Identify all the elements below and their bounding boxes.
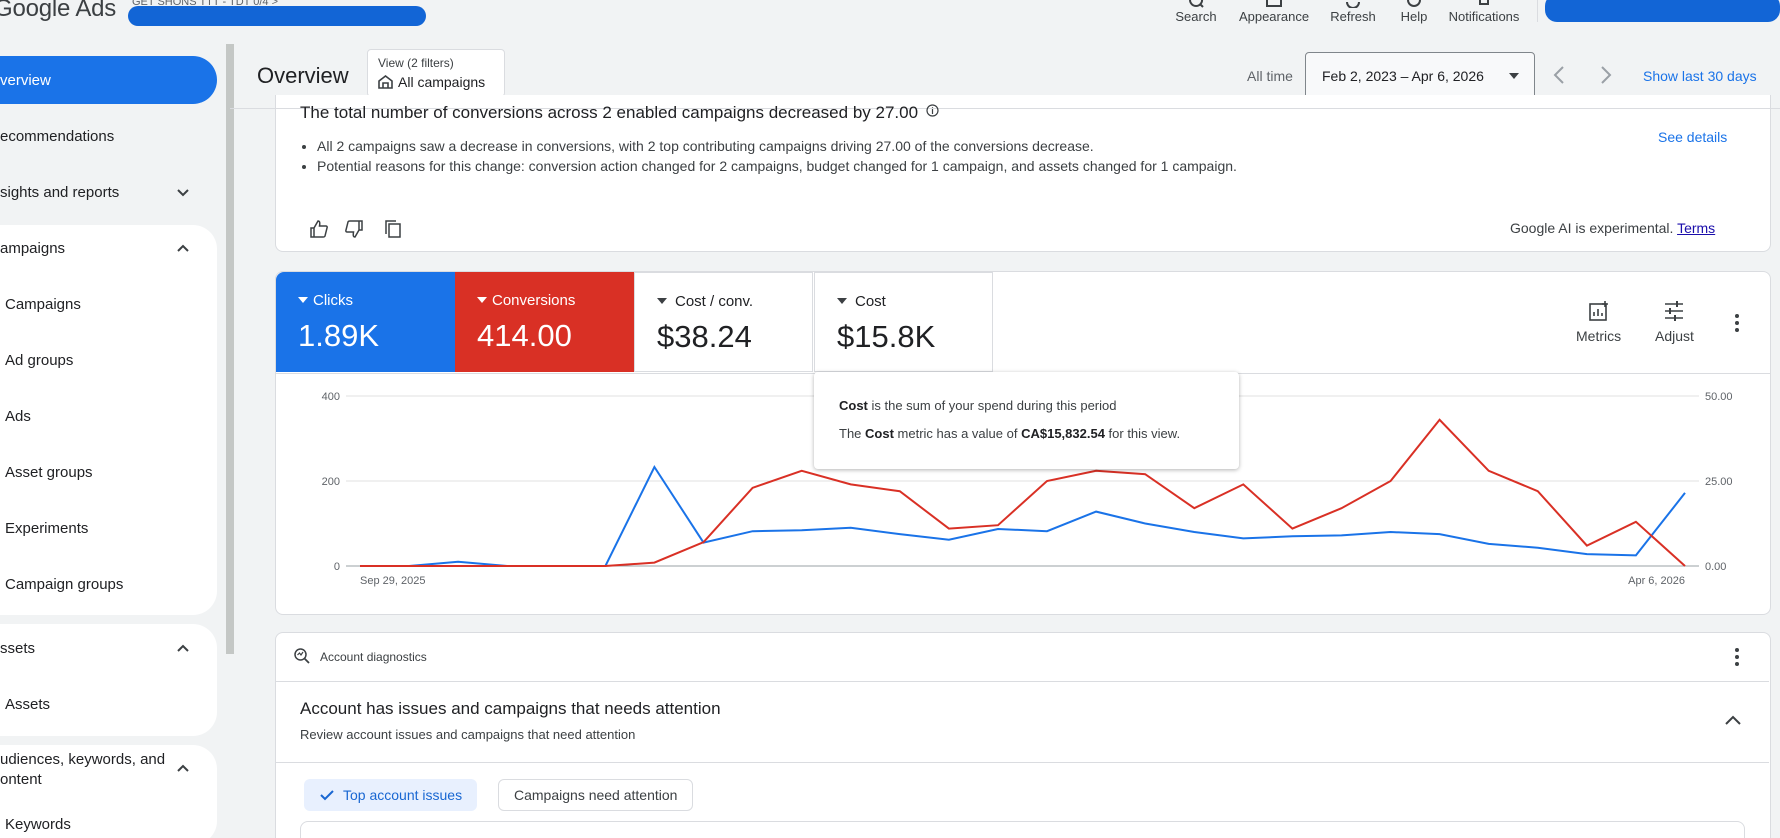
redaction-mark bbox=[128, 6, 426, 26]
issues-list-box bbox=[300, 821, 1745, 838]
x-axis-end-label: Apr 6, 2026 bbox=[1628, 575, 1685, 587]
tune-icon bbox=[1665, 301, 1684, 321]
date-preset-label: All time bbox=[1247, 68, 1293, 84]
metric-tile-clicks[interactable]: Clicks 1.89K bbox=[276, 272, 455, 372]
metric-tile-cost-per-conversion[interactable]: Cost / conv. $38.24 bbox=[634, 272, 813, 372]
view-filter-button[interactable]: View (2 filters) All campaigns bbox=[367, 49, 505, 97]
thumbs-down-icon[interactable] bbox=[344, 219, 364, 239]
series-line-conversions[interactable] bbox=[360, 418, 1686, 567]
help-icon bbox=[1407, 0, 1421, 7]
store-icon bbox=[378, 75, 393, 89]
chevron-left-icon[interactable] bbox=[1552, 64, 1566, 86]
y-right-tick-label: 0.00 bbox=[1705, 561, 1726, 573]
insight-bullets: All 2 campaigns saw a decrease in conver… bbox=[317, 138, 1237, 178]
diagnostics-divider bbox=[276, 681, 1769, 682]
notifications-button[interactable]: Notifications bbox=[1446, 0, 1522, 28]
nav-group-audiences bbox=[0, 745, 217, 838]
sidebar-item-recommendations[interactable]: ecommendations bbox=[0, 127, 115, 145]
x-axis-start-label: Sep 29, 2025 bbox=[360, 575, 425, 587]
chevron-up-icon[interactable] bbox=[175, 640, 191, 656]
sidebar-item-ad-groups[interactable]: Ad groups bbox=[5, 351, 74, 369]
chevron-up-icon[interactable] bbox=[1724, 713, 1742, 727]
appearance-icon bbox=[1266, 0, 1282, 7]
metric-tile-conversions[interactable]: Conversions 414.00 bbox=[455, 272, 634, 372]
search-icon bbox=[1189, 0, 1204, 8]
sidebar-item-campaigns-group[interactable]: ampaigns bbox=[0, 224, 217, 272]
diagnostics-title: Account has issues and campaigns that ne… bbox=[300, 699, 721, 718]
more-vert-icon[interactable] bbox=[1734, 313, 1740, 333]
appearance-button[interactable]: Appearance bbox=[1236, 0, 1312, 28]
nav-group-assets bbox=[0, 624, 217, 736]
sidebar-item-insights-reports[interactable]: sights and reports bbox=[0, 168, 217, 216]
sidebar-item-audiences-keywords[interactable]: udiences, keywords, and ontent bbox=[0, 744, 217, 792]
adjust-button[interactable]: Adjust bbox=[1655, 300, 1694, 344]
diagnostics-divider bbox=[276, 762, 1769, 763]
sidebar-item-ads[interactable]: Ads bbox=[5, 407, 31, 425]
chip-campaigns-need-attention[interactable]: Campaigns need attention bbox=[498, 779, 694, 811]
show-last-30-days-link[interactable]: Show last 30 days bbox=[1643, 68, 1757, 84]
ai-disclaimer: Google AI is experimental. Terms bbox=[1510, 220, 1716, 236]
sidebar-item-overview[interactable]: verview bbox=[0, 56, 217, 104]
page-title: Overview bbox=[257, 63, 349, 88]
metrics-chart-icon bbox=[1588, 301, 1608, 321]
insight-bullet: All 2 campaigns saw a decrease in conver… bbox=[317, 138, 1237, 154]
chevron-up-icon[interactable] bbox=[175, 240, 191, 256]
account-line[interactable]: GET SHONS TTT - TDT 0/4 > bbox=[132, 0, 278, 8]
sidebar-item-asset-groups[interactable]: Asset groups bbox=[5, 463, 93, 481]
help-button[interactable]: Help bbox=[1396, 0, 1432, 28]
bell-icon bbox=[1479, 0, 1489, 5]
date-range-value: Feb 2, 2023 – Apr 6, 2026 bbox=[1322, 68, 1484, 84]
view-filter-value: All campaigns bbox=[398, 74, 486, 90]
sidebar-item-keywords[interactable]: Keywords bbox=[5, 816, 71, 833]
top-divider bbox=[1537, 0, 1538, 22]
series-line-clicks[interactable] bbox=[360, 464, 1686, 567]
metrics-button[interactable]: Metrics bbox=[1576, 300, 1621, 344]
refresh-button[interactable]: Refresh bbox=[1328, 0, 1378, 28]
nav-group-campaigns bbox=[0, 225, 217, 615]
y-right-tick-label: 50.00 bbox=[1705, 391, 1733, 403]
more-vert-icon[interactable] bbox=[1734, 647, 1740, 667]
check-icon bbox=[320, 790, 334, 801]
chevron-down-icon[interactable] bbox=[175, 184, 191, 200]
dropdown-arrow-icon bbox=[837, 298, 847, 304]
diagnostics-icon bbox=[294, 648, 310, 664]
google-ads-logo[interactable]: Google Ads bbox=[0, 0, 117, 22]
date-range-picker[interactable]: Feb 2, 2023 – Apr 6, 2026 bbox=[1305, 52, 1535, 100]
insight-title: The total number of conversions across 2… bbox=[300, 103, 939, 123]
y-right-tick-label: 25.00 bbox=[1705, 476, 1733, 488]
refresh-icon bbox=[1346, 1, 1360, 8]
dropdown-arrow-icon bbox=[657, 298, 667, 304]
search-button[interactable]: Search bbox=[1172, 0, 1220, 28]
info-icon[interactable] bbox=[926, 104, 939, 117]
dropdown-arrow-icon bbox=[1509, 73, 1519, 79]
sidebar-item-campaigns[interactable]: Campaigns bbox=[5, 295, 81, 313]
sidebar-item-assets[interactable]: Assets bbox=[5, 695, 51, 713]
sidebar-scrollbar[interactable] bbox=[226, 44, 234, 654]
y-left-tick-label: 400 bbox=[322, 391, 340, 403]
sidebar-item-campaign-groups[interactable]: Campaign groups bbox=[5, 575, 124, 593]
y-left-tick-label: 0 bbox=[334, 561, 340, 573]
see-details-link[interactable]: See details bbox=[1658, 129, 1728, 145]
copy-icon[interactable] bbox=[384, 219, 402, 239]
thumbs-up-icon[interactable] bbox=[309, 219, 329, 239]
dropdown-arrow-icon bbox=[298, 297, 308, 303]
view-filter-label: View (2 filters) bbox=[378, 56, 454, 70]
top-bar: Google Ads GET SHONS TTT - TDT 0/4 > Sea… bbox=[0, 0, 1780, 28]
redaction-mark bbox=[1545, 0, 1780, 22]
chevron-right-icon[interactable] bbox=[1599, 64, 1613, 86]
chip-top-account-issues[interactable]: Top account issues bbox=[304, 779, 478, 811]
metric-tile-cost[interactable]: Cost $15.8K bbox=[814, 272, 993, 372]
cost-tooltip: Cost is the sum of your spend during thi… bbox=[814, 372, 1239, 469]
terms-link[interactable]: Terms bbox=[1677, 220, 1716, 236]
insight-card bbox=[275, 95, 1771, 252]
diagnostics-subtitle: Review account issues and campaigns that… bbox=[300, 727, 636, 742]
chevron-up-icon[interactable] bbox=[175, 760, 191, 776]
sidebar-item-assets-group[interactable]: ssets bbox=[0, 624, 217, 672]
dropdown-arrow-icon bbox=[477, 297, 487, 303]
sidebar-item-experiments[interactable]: Experiments bbox=[5, 519, 89, 537]
insight-bullet: Potential reasons for this change: conve… bbox=[317, 158, 1237, 174]
diagnostics-header: Account diagnostics bbox=[320, 650, 427, 664]
header-divider bbox=[230, 108, 1780, 109]
y-left-tick-label: 200 bbox=[322, 476, 340, 488]
